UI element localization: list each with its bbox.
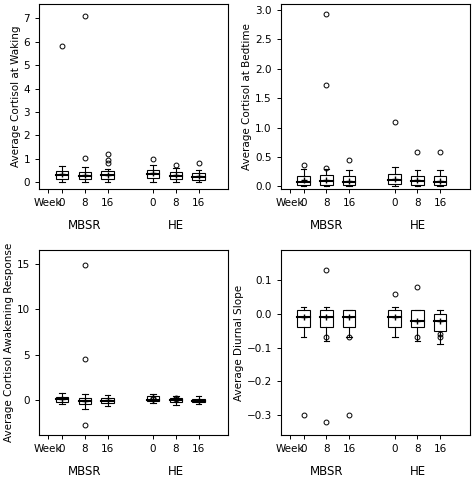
Bar (434, 176, 447, 184)
Text: HE: HE (410, 219, 426, 232)
Text: MBSR: MBSR (310, 465, 343, 478)
Bar (170, 172, 182, 180)
Bar (101, 171, 114, 179)
Bar (101, 398, 114, 402)
Text: MBSR: MBSR (68, 465, 101, 478)
Bar (343, 310, 356, 327)
Bar (411, 310, 424, 327)
Bar (297, 310, 310, 327)
Bar (320, 175, 333, 184)
Text: MBSR: MBSR (310, 219, 343, 232)
Bar (79, 398, 91, 404)
Text: MBSR: MBSR (68, 219, 101, 232)
Bar (388, 310, 401, 327)
Text: HE: HE (410, 465, 426, 478)
Y-axis label: Average Cortisol at Bedtime: Average Cortisol at Bedtime (242, 23, 252, 170)
Bar (147, 170, 159, 178)
Bar (297, 176, 310, 185)
Y-axis label: Average Cortisol Awakening Response: Average Cortisol Awakening Response (4, 243, 14, 442)
Bar (192, 399, 205, 402)
Bar (56, 171, 68, 179)
Bar (411, 176, 424, 184)
Bar (147, 397, 159, 401)
Y-axis label: Average Cortisol at Waking: Average Cortisol at Waking (11, 26, 21, 168)
Text: HE: HE (168, 219, 184, 232)
Bar (434, 314, 447, 331)
Bar (79, 172, 91, 180)
Bar (343, 176, 356, 185)
Bar (320, 310, 333, 327)
Text: HE: HE (168, 465, 184, 478)
Bar (388, 174, 401, 184)
Y-axis label: Average Diurnal Slope: Average Diurnal Slope (234, 285, 244, 400)
Bar (192, 173, 205, 180)
Bar (56, 397, 68, 402)
Bar (170, 398, 182, 402)
